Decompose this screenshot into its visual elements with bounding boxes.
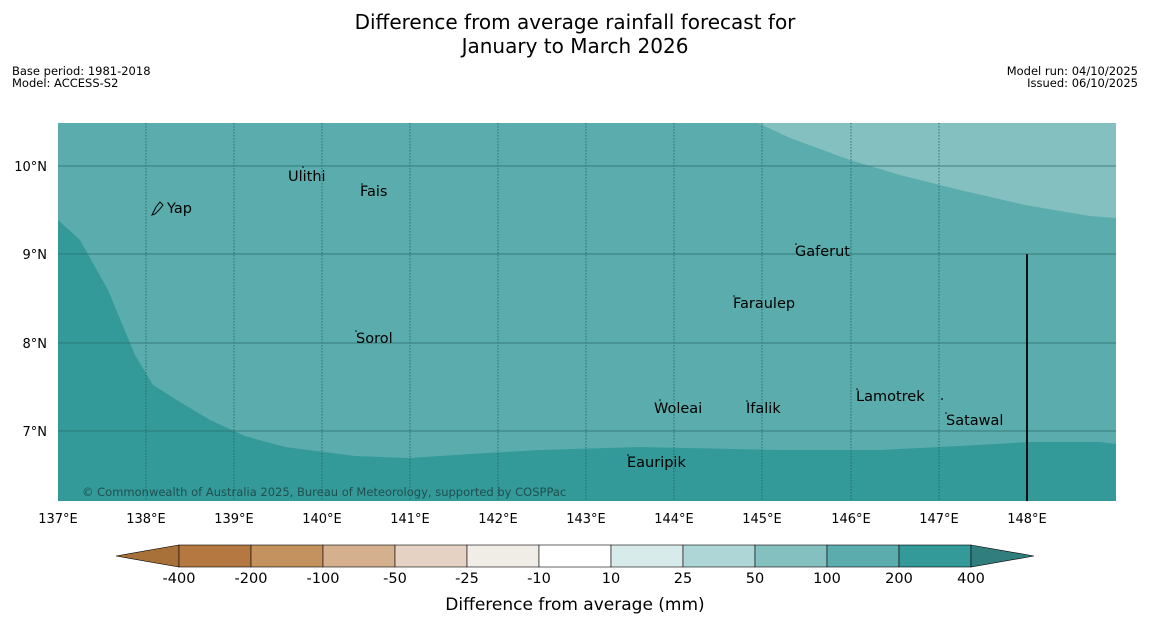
colorbar-swatch — [322, 544, 396, 568]
colorbar-swatch — [394, 544, 468, 568]
colorbar-tick: -100 — [307, 571, 340, 587]
island-dots — [302, 166, 947, 456]
band-200-400 — [58, 220, 1116, 501]
place-label-fais: Fais — [360, 184, 387, 200]
colorbar-tick: 50 — [746, 571, 764, 587]
copyright-notice: © Commonwealth of Australia 2025, Bureau… — [82, 485, 566, 499]
lat-label-7n: 7°N — [23, 425, 48, 440]
colorbar-tick: 25 — [674, 571, 692, 587]
colorbar-tick: 400 — [957, 571, 985, 587]
latitude-axis-labels: 10°N 9°N 8°N 7°N — [14, 160, 47, 440]
colorbar-tick: -25 — [455, 571, 479, 587]
colorbar-extend-high — [970, 544, 1035, 568]
lon-label-140e: 140°E — [302, 512, 342, 527]
lon-label-142e: 142°E — [478, 512, 518, 527]
lon-label-143e: 143°E — [566, 512, 606, 527]
colorbar — [115, 544, 1035, 568]
lon-label-148e: 148°E — [1007, 512, 1047, 527]
map-title: Difference from average rainfall forecas… — [0, 10, 1150, 58]
base-period-text: Base period: 1981-2018 — [12, 64, 151, 78]
place-label-satawal: Satawal — [946, 413, 1003, 429]
colorbar-tick: 200 — [885, 571, 913, 587]
lat-label-8n: 8°N — [23, 337, 48, 352]
colorbar-tick-labels: -400 -200 -100 -50 -25 -10 10 25 50 100 … — [163, 571, 985, 587]
colorbar-swatch — [754, 544, 828, 568]
colorbar-swatch — [826, 544, 900, 568]
place-label-gaferut: Gaferut — [795, 244, 850, 260]
colorbar-tick: -50 — [383, 571, 407, 587]
lon-label-137e: 137°E — [38, 512, 78, 527]
lat-label-10n: 10°N — [14, 160, 47, 175]
place-label-ulithi: Ulithi — [288, 169, 326, 185]
colorbar-extend-low — [115, 544, 180, 568]
lon-label-144e: 144°E — [654, 512, 694, 527]
colorbar-swatch — [466, 544, 540, 568]
colorbar-tick: -200 — [235, 571, 268, 587]
latitude-gridlines — [58, 165, 1116, 432]
title-line-1: Difference from average rainfall forecas… — [354, 10, 796, 34]
place-label-ifalik: Ifalik — [746, 401, 781, 417]
meta-left: Base period: 1981-2018 Model: ACCESS-S2 — [12, 65, 151, 89]
lon-label-141e: 141°E — [390, 512, 430, 527]
colorbar-swatch — [610, 544, 684, 568]
colorbar-tick: 100 — [813, 571, 841, 587]
longitude-gridlines — [145, 123, 940, 501]
place-label-faraulep: Faraulep — [733, 296, 795, 312]
place-labels: Ulithi Fais Yap Gaferut Faraulep Sorol L… — [166, 169, 1003, 471]
lon-label-138e: 138°E — [126, 512, 166, 527]
place-label-yap: Yap — [166, 201, 192, 217]
meta-right: Model run: 04/10/2025 Issued: 06/10/2025 — [1007, 65, 1138, 89]
place-label-lamotrek: Lamotrek — [856, 389, 925, 405]
model-run-text: Model run: 04/10/2025 — [1006, 64, 1138, 78]
lon-label-145e: 145°E — [742, 512, 782, 527]
title-line-2: January to March 2026 — [461, 34, 689, 58]
lat-label-9n: 9°N — [23, 248, 48, 263]
place-label-sorol: Sorol — [356, 331, 393, 347]
place-label-eauripik: Eauripik — [627, 455, 686, 471]
colorbar-swatch — [178, 544, 252, 568]
colorbar-swatch — [898, 544, 972, 568]
colorbar-swatch — [250, 544, 324, 568]
colorbar-tick: 10 — [602, 571, 620, 587]
lon-label-146e: 146°E — [831, 512, 871, 527]
lon-label-147e: 147°E — [919, 512, 959, 527]
map-panel: Ulithi Fais Yap Gaferut Faraulep Sorol L… — [58, 123, 1116, 501]
yap-island-shape — [151, 201, 164, 216]
issued-text: Issued: 06/10/2025 — [1027, 76, 1138, 90]
colorbar-swatch — [682, 544, 756, 568]
lon-label-139e: 139°E — [214, 512, 254, 527]
colorbar-tick: -10 — [527, 571, 551, 587]
place-label-woleai: Woleai — [654, 401, 702, 417]
model-text: Model: ACCESS-S2 — [12, 76, 119, 90]
longitude-axis-labels: 137°E 138°E 139°E 140°E 141°E 142°E 143°… — [38, 512, 1047, 527]
colorbar-swatch — [538, 544, 612, 568]
colorbar-tick: -400 — [163, 571, 196, 587]
band-50-100 — [758, 123, 1116, 218]
colorbar-title: Difference from average (mm) — [445, 595, 704, 615]
